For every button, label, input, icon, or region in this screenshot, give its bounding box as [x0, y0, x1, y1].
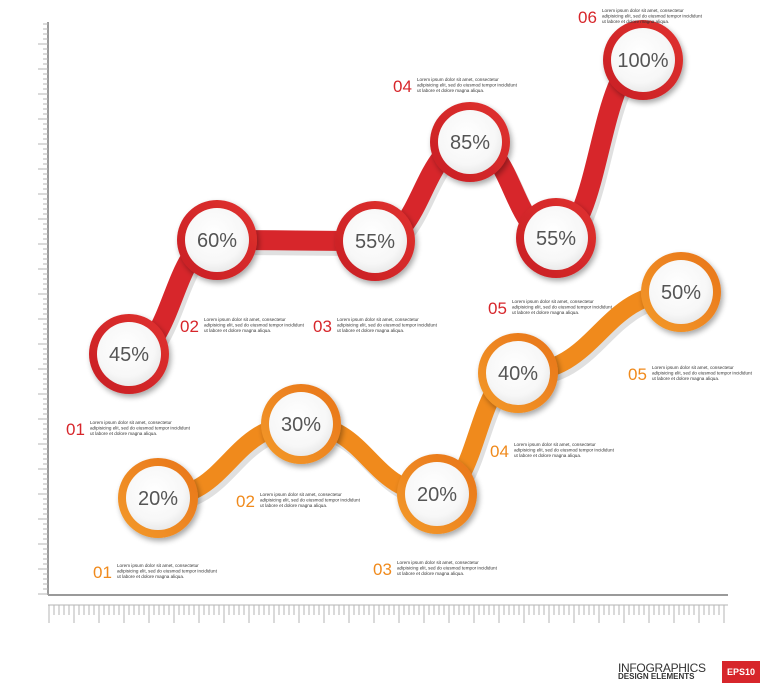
step-number: 01: [93, 563, 112, 582]
step-label-red-05: 05 Lorem ipsum dolor sit amet, consectetu…: [488, 299, 613, 318]
bubble-value: 30%: [281, 414, 321, 436]
step-note-line: Lorem ipsum dolor sit amet, consectetur: [514, 442, 596, 447]
data-point-red-04: 85%: [430, 102, 510, 182]
step-note-line: adipisicing elit, sed do eiusmod tempor …: [260, 498, 361, 503]
data-point-orange-05: 50%: [641, 252, 721, 332]
series-red: 45% 01 Lorem ipsum dolor sit amet, consect…: [66, 8, 703, 439]
step-label-red-01: 01 Lorem ipsum dolor sit amet, consectetu…: [66, 420, 191, 439]
step-label-red-02: 02 Lorem ipsum dolor sit amet, consectetu…: [180, 317, 305, 336]
step-note-line: Lorem ipsum dolor sit amet, consectetur: [204, 317, 286, 322]
data-point-orange-04: 40%: [478, 333, 558, 413]
step-number: 04: [393, 77, 412, 96]
brand-subtitle: DESIGN ELEMENTS: [618, 672, 695, 681]
bubble-value: 55%: [355, 231, 395, 253]
bubble-face: [611, 28, 675, 92]
bubble-face: [97, 322, 161, 386]
step-note-line: adipisicing elit, sed do eiusmod tempor …: [512, 305, 613, 310]
bubble-face: [438, 110, 502, 174]
step-note-line: adipisicing elit, sed do eiusmod tempor …: [337, 323, 438, 328]
step-note-line: adipisicing elit, sed do eiusmod tempor …: [602, 14, 703, 19]
bubble-value: 100%: [617, 50, 668, 72]
step-note-line: Lorem ipsum dolor sit amet, consectetur: [397, 560, 479, 565]
bubble-value: 20%: [417, 484, 457, 506]
step-label-red-06: 06 Lorem ipsum dolor sit amet, consectetu…: [578, 8, 703, 27]
step-number: 03: [373, 560, 392, 579]
data-point-red-01: 45%: [89, 314, 169, 394]
brand-badge: EPS10: [722, 661, 760, 683]
bubble-value: 85%: [450, 132, 490, 154]
step-note-line: ut labore et dolore magna aliqua.: [117, 574, 184, 579]
step-number: 01: [66, 420, 85, 439]
step-number: 04: [490, 442, 509, 461]
step-note-line: adipisicing elit, sed do eiusmod tempor …: [90, 426, 191, 431]
step-label-orange-04: 04 Lorem ipsum dolor sit amet, consectetu…: [490, 442, 615, 461]
step-note-line: Lorem ipsum dolor sit amet, consectetur: [512, 299, 594, 304]
step-note-line: Lorem ipsum dolor sit amet, consectetur: [337, 317, 419, 322]
step-number: 05: [628, 365, 647, 384]
step-label-red-03: 03 Lorem ipsum dolor sit amet, consectetu…: [313, 317, 438, 336]
step-note-line: adipisicing elit, sed do eiusmod tempor …: [652, 371, 753, 376]
step-note-line: ut labore et dolore magna aliqua.: [397, 571, 464, 576]
step-note-line: Lorem ipsum dolor sit amet, consectetur: [117, 563, 199, 568]
step-note-line: ut labore et dolore magna aliqua.: [417, 88, 484, 93]
bubble-face: [524, 206, 588, 270]
step-note-line: ut labore et dolore magna aliqua.: [652, 376, 719, 381]
series-orange: 20% 01 Lorem ipsum dolor sit amet, consect…: [93, 252, 753, 582]
step-note-line: ut labore et dolore magna aliqua.: [337, 328, 404, 333]
bubble-face: [126, 466, 190, 530]
bubble-value: 20%: [138, 488, 178, 510]
step-note-line: adipisicing elit, sed do eiusmod tempor …: [514, 448, 615, 453]
step-note-line: Lorem ipsum dolor sit amet, consectetur: [652, 365, 734, 370]
step-note-line: ut labore et dolore magna aliqua.: [512, 310, 579, 315]
data-point-red-03: 55%: [335, 201, 415, 281]
bubble-face: [405, 462, 469, 526]
data-point-red-06: 100%: [603, 20, 683, 100]
step-note-line: ut labore et dolore magna aliqua.: [514, 453, 581, 458]
bubble-value: 40%: [498, 363, 538, 385]
step-label-orange-02: 02 Lorem ipsum dolor sit amet, consectetu…: [236, 492, 361, 511]
step-note-line: ut labore et dolore magna aliqua.: [204, 328, 271, 333]
brand-title: INFOGRAPHICS: [618, 661, 706, 675]
step-note-line: Lorem ipsum dolor sit amet, consectetur: [90, 420, 172, 425]
bubble-value: 50%: [661, 282, 701, 304]
branding: INFOGRAPHICS DESIGN ELEMENTS EPS10: [618, 661, 760, 683]
data-point-red-05: 55%: [516, 198, 596, 278]
bubble-value: 60%: [197, 230, 237, 252]
step-note-line: Lorem ipsum dolor sit amet, consectetur: [602, 8, 684, 13]
data-point-orange-03: 20%: [397, 454, 477, 534]
step-number: 02: [236, 492, 255, 511]
bubble-face: [343, 209, 407, 273]
step-number: 05: [488, 299, 507, 318]
step-note-line: Lorem ipsum dolor sit amet, consectetur: [260, 492, 342, 497]
step-label-orange-01: 01 Lorem ipsum dolor sit amet, consectetu…: [93, 563, 218, 582]
step-note-line: adipisicing elit, sed do eiusmod tempor …: [397, 566, 498, 571]
step-number: 06: [578, 8, 597, 27]
bubble-value: 45%: [109, 344, 149, 366]
step-note-line: ut labore et dolore magna aliqua.: [260, 503, 327, 508]
bubble-face: [185, 208, 249, 272]
step-number: 02: [180, 317, 199, 336]
step-note-line: adipisicing elit, sed do eiusmod tempor …: [417, 83, 518, 88]
data-point-orange-02: 30%: [261, 384, 341, 464]
bubble-face: [486, 341, 550, 405]
step-number: 03: [313, 317, 332, 336]
bubble-face: [649, 260, 713, 324]
step-note-line: ut labore et dolore magna aliqua.: [602, 19, 669, 24]
step-note-line: adipisicing elit, sed do eiusmod tempor …: [204, 323, 305, 328]
axes: [38, 22, 728, 623]
step-label-orange-03: 03 Lorem ipsum dolor sit amet, consectetu…: [373, 560, 498, 579]
data-point-orange-01: 20%: [118, 458, 198, 538]
step-label-red-04: 04 Lorem ipsum dolor sit amet, consectetu…: [393, 77, 518, 96]
bubble-face: [269, 392, 333, 456]
step-note-line: ut labore et dolore magna aliqua.: [90, 431, 157, 436]
step-note-line: Lorem ipsum dolor sit amet, consectetur: [417, 77, 499, 82]
bubble-value: 55%: [536, 228, 576, 250]
step-note-line: adipisicing elit, sed do eiusmod tempor …: [117, 569, 218, 574]
step-label-orange-05: 05 Lorem ipsum dolor sit amet, consectetu…: [628, 365, 753, 384]
data-point-red-02: 60%: [177, 200, 257, 280]
